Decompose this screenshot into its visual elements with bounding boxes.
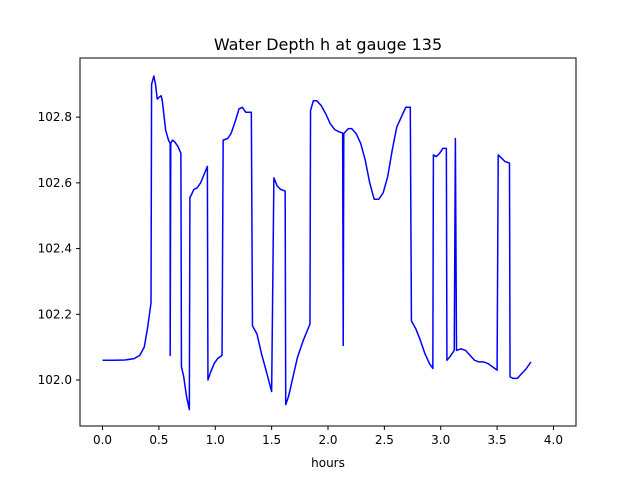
y-tick-label: 102.8 [38,110,72,124]
y-tick-label: 102.4 [38,242,72,256]
series-line-0 [102,75,532,411]
y-tick-label: 102.0 [38,373,72,387]
x-tick-label: 2.5 [375,433,394,447]
x-tick-label: 3.5 [488,433,507,447]
y-tick-label: 102.2 [38,307,72,321]
x-tick-label: 0.0 [93,433,112,447]
chart-title: Water Depth h at gauge 135 [214,35,442,54]
x-tick-label: 3.0 [431,433,450,447]
x-tick-label: 2.0 [318,433,337,447]
x-tick-label: 0.5 [149,433,168,447]
y-tick-label: 102.6 [38,176,72,190]
x-axis-label: hours [311,456,345,470]
x-tick-label: 4.0 [544,433,563,447]
plot-area: 0.0 0.5 1.0 1.5 2.0 2.5 3.0 3.5 4.0 102.0 102.2 102… [38,57,577,447]
x-tick-label: 1.5 [262,433,281,447]
x-tick-label: 1.0 [206,433,225,447]
